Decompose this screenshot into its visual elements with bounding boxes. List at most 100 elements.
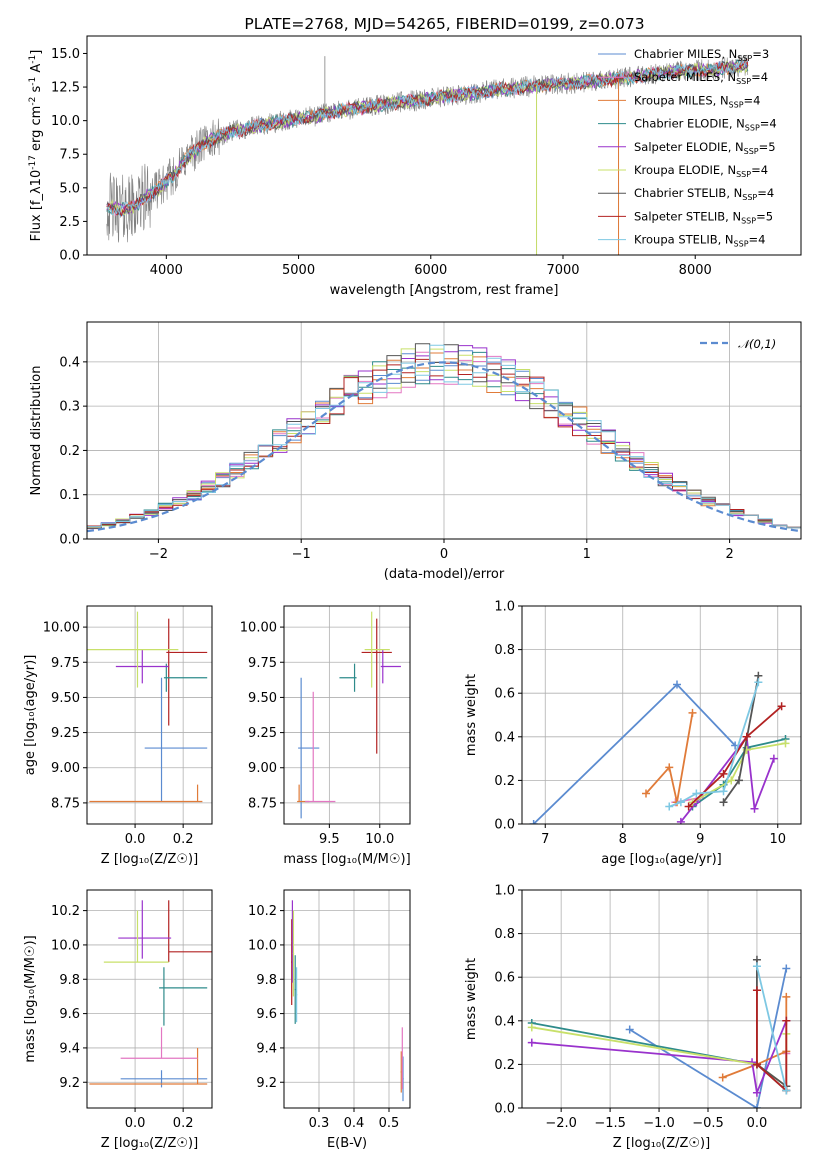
x-tick-label: 0.2 — [173, 1116, 194, 1131]
weight-marker — [625, 1025, 634, 1034]
y-axis-label: mass weight — [464, 674, 479, 756]
legend-count: =5 — [759, 140, 776, 154]
axes: −2 −1 0 1 2 0.0 0.1 0.2 0.3 0.4 (data-model)/error… — [29, 321, 802, 582]
y-tick-label: 1.0 — [494, 884, 515, 899]
legend-count: =5 — [756, 209, 773, 223]
plot-area — [297, 611, 401, 819]
label-text: age [log₁₀(age/yr)] — [23, 655, 38, 776]
x-axis-label: Z [log₁₀(Z/Z☉)] — [613, 1136, 710, 1151]
weight-marker — [752, 1104, 761, 1108]
label-text: Flux [f_λ10 — [29, 170, 44, 242]
axes-frame — [521, 605, 802, 825]
grid-lines — [284, 890, 410, 1108]
legend-count: =4 — [749, 233, 766, 247]
model-spectrum-line — [106, 60, 749, 216]
spectrum-panel: 4000 5000 6000 7000 8000 0.0 2.5 5.0 7.5 10.0 12.5… — [28, 35, 802, 298]
y-axis-label: mass weight — [464, 958, 479, 1040]
x-tick-label: −1.5 — [594, 1116, 626, 1131]
model-spectrum-line — [106, 58, 749, 218]
x-axis-label: E(B-V) — [327, 1136, 367, 1151]
y-tick-label: 10.00 — [43, 621, 80, 636]
weight-marker — [676, 798, 685, 807]
legend-subscript: SSP — [737, 54, 752, 63]
axes: 0.0 0.2 8.75 9.00 9.25 9.50 9.75 10.00 Z [log₁₀(… — [23, 605, 213, 867]
x-axis-label: Z [log₁₀(Z/Z☉)] — [101, 852, 198, 867]
label-text: Z [log₁₀(Z/Z☉)] — [101, 1136, 198, 1151]
legend-name: Kroupa MILES, N — [634, 93, 729, 107]
weight-marker — [688, 708, 697, 717]
weight-marker — [781, 739, 790, 748]
legend-subscript: SSP — [729, 100, 744, 109]
label-text: Z [log₁₀(Z/Z☉)] — [613, 1136, 710, 1151]
superscript: -17 — [28, 155, 38, 170]
y-tick-label: 9.2 — [256, 1076, 277, 1091]
weight-marker — [529, 820, 538, 824]
legend-subscript: SSP — [734, 240, 749, 249]
axes: 9.5 10.0 8.75 9.00 9.25 9.50 9.75 10.00 mass [lo… — [240, 605, 411, 867]
weight-line — [756, 966, 788, 1091]
mass-vs-extinction-panel: 0.3 0.4 0.5 9.2 9.4 9.6 9.8 10.0 10.2 E(B-V) — [248, 889, 411, 1151]
weight-marker — [752, 1060, 761, 1069]
weight-line — [645, 712, 694, 803]
y-tick-label: 9.6 — [59, 1007, 80, 1022]
y-tick-label: 0.0 — [494, 818, 515, 833]
weight-line — [531, 1020, 788, 1097]
x-axis-label: wavelength [Angstrom, rest frame] — [330, 283, 559, 298]
grid-lines — [284, 606, 410, 824]
plot-area — [291, 900, 404, 1102]
x-tick-label: 0.0 — [747, 1116, 768, 1131]
legend-subscript: SSP — [741, 216, 756, 225]
axes: 4000 5000 6000 7000 8000 0.0 2.5 5.0 7.5 10.0 12.5… — [28, 35, 802, 298]
plot-area — [529, 671, 790, 824]
label-text: erg cm — [29, 106, 44, 155]
x-axis-label: age [log₁₀(age/yr)] — [601, 852, 722, 867]
x-tick-label: −2.0 — [545, 1116, 577, 1131]
weight-marker — [673, 680, 681, 689]
legend-subscript: SSP — [736, 77, 751, 86]
legend-label: Chabrier STELIB, NSSP=4 — [634, 186, 774, 202]
weight-marker — [782, 992, 791, 1001]
label-text: mass [log₁₀(M/M☉)] — [283, 852, 410, 867]
legend-subscript: SSP — [745, 124, 760, 133]
axes: −2.0 −1.5 −1.0 −0.5 0.0 0.0 0.2 0.4 0.6 0.8 1.0 Z [… — [464, 884, 802, 1151]
weight-marker — [782, 964, 791, 973]
legend-count: =4 — [757, 186, 774, 200]
label-text: (data-model)/error — [384, 567, 505, 582]
x-tick-label: −0.5 — [692, 1116, 724, 1131]
legend-label: Chabrier ELODIE, NSSP=4 — [634, 117, 777, 133]
x-tick-label: 9 — [696, 832, 704, 847]
plot-area — [106, 54, 749, 255]
y-tick-label: 0.8 — [494, 643, 515, 658]
weight-marker — [718, 1073, 727, 1082]
y-tick-label: 10.2 — [51, 904, 80, 919]
y-tick-label: 9.2 — [59, 1076, 80, 1091]
weight-marker — [527, 1023, 536, 1032]
x-tick-label: 4000 — [150, 263, 183, 278]
weight-line — [691, 738, 786, 808]
label-text: mass weight — [464, 674, 479, 756]
grid-lines — [87, 890, 212, 1108]
y-tick-label: 9.00 — [51, 761, 80, 776]
superscript: -2 — [28, 97, 38, 106]
weight-vs-age-panel: 7 8 9 10 0.0 0.2 0.4 0.6 0.8 1.0 age [log₁₀(age/yr… — [464, 600, 802, 867]
y-tick-label: 1.0 — [494, 600, 515, 615]
x-tick-label: −1.0 — [643, 1116, 675, 1131]
x-tick-label: 7 — [541, 832, 549, 847]
weight-line — [756, 990, 788, 1093]
axes-frame — [86, 889, 213, 1109]
x-tick-label: 10.0 — [365, 832, 394, 847]
legend-label: Kroupa STELIB, NSSP=4 — [634, 233, 765, 249]
legend-subscript: SSP — [742, 193, 757, 202]
x-tick-label: 8000 — [679, 263, 712, 278]
legend-name: Kroupa STELIB, N — [634, 233, 734, 247]
y-tick-label: 12.5 — [51, 81, 80, 96]
x-tick-label: 0.0 — [125, 832, 146, 847]
y-tick-label: 0.0 — [59, 533, 80, 548]
superscript: -1 — [28, 55, 38, 64]
y-tick-label: 2.5 — [59, 215, 80, 230]
y-tick-label: 9.4 — [59, 1041, 80, 1056]
legend-name: Chabrier ELODIE, N — [634, 117, 745, 131]
x-tick-label: 0.4 — [344, 1116, 365, 1131]
y-tick-label: 0.1 — [59, 488, 80, 503]
